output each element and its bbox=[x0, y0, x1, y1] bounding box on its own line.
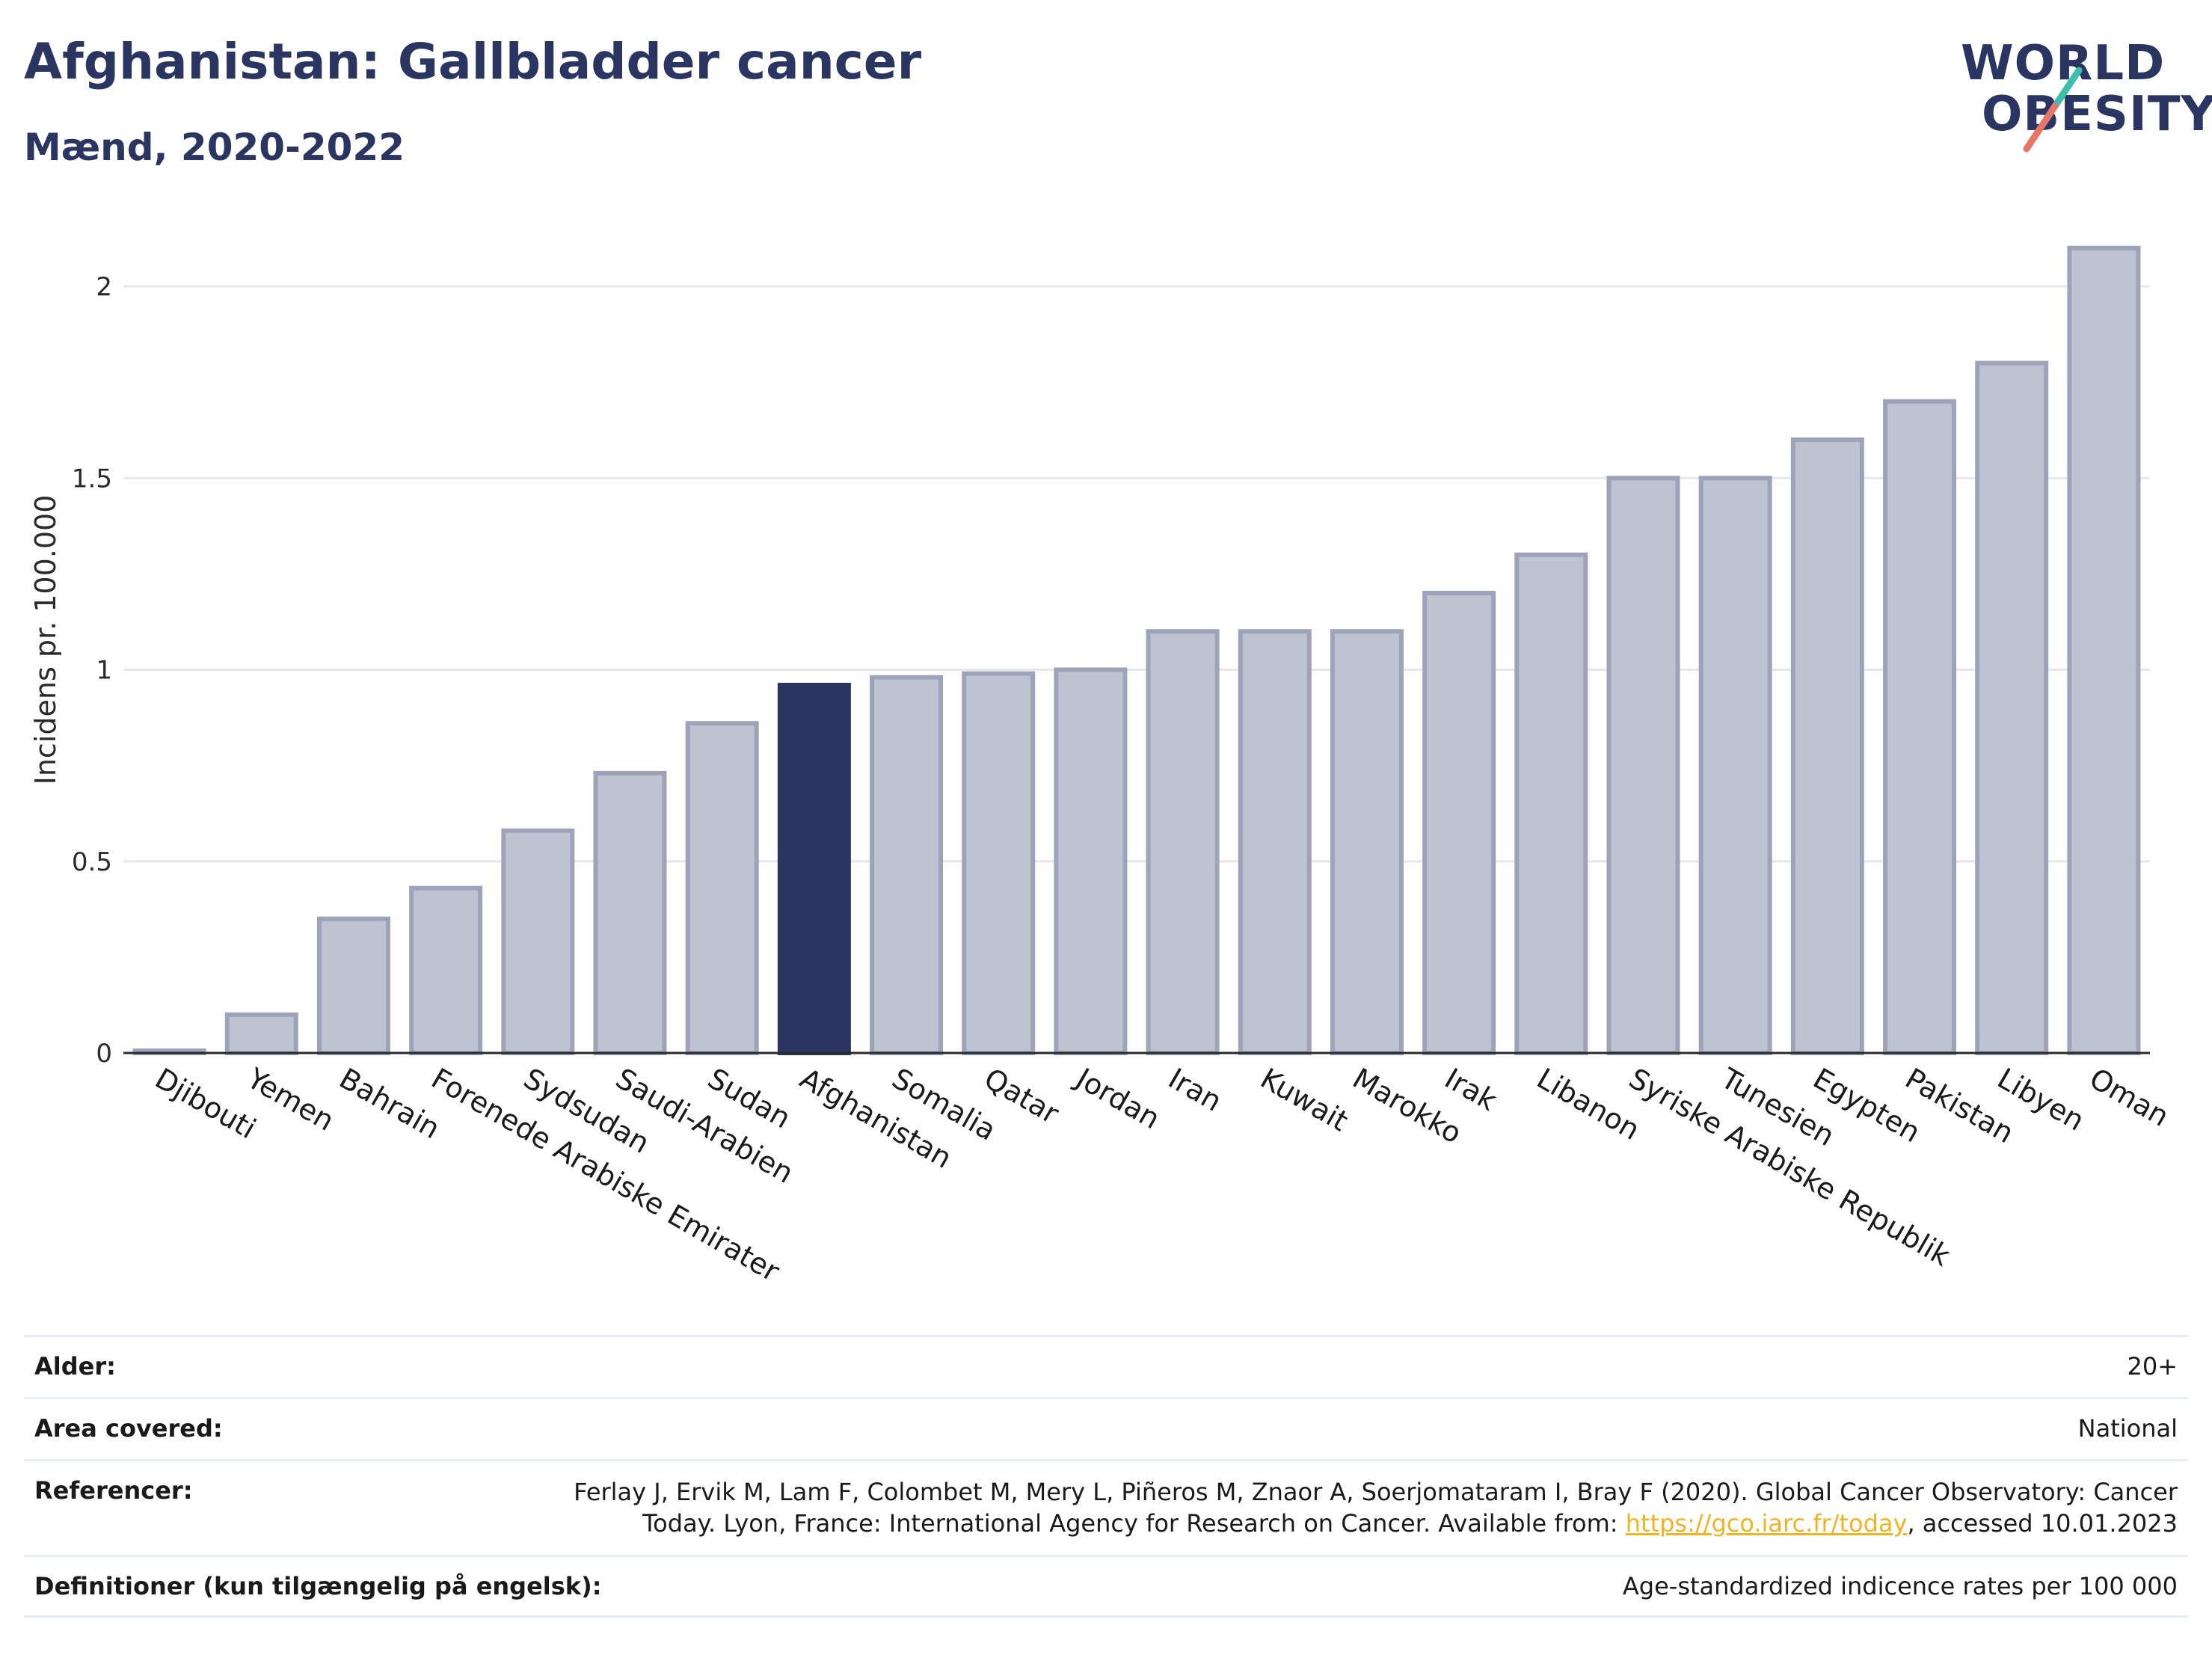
meta-label: Area covered: bbox=[34, 1414, 223, 1443]
bar bbox=[1698, 476, 1772, 1055]
meta-label: Alder: bbox=[34, 1352, 116, 1381]
x-tick-label: Kuwait bbox=[1255, 1062, 1354, 1138]
bar bbox=[2067, 245, 2141, 1055]
bar bbox=[501, 828, 575, 1055]
bar bbox=[1146, 629, 1220, 1055]
metadata-table: Alder: 20+ Area covered: National Refere… bbox=[24, 1335, 2188, 1618]
reference-line-2: Today. Lyon, France: International Agenc… bbox=[574, 1508, 2178, 1539]
logo-line-1: WORLD bbox=[1961, 36, 2166, 91]
bar bbox=[224, 1012, 298, 1055]
bar bbox=[593, 770, 667, 1055]
meta-row-references: Referencer: Ferlay J, Ervik M, Lam F, Co… bbox=[24, 1459, 2188, 1555]
meta-row-age: Alder: 20+ bbox=[24, 1335, 2188, 1397]
bar bbox=[962, 671, 1036, 1055]
bar bbox=[1975, 360, 2049, 1055]
bar bbox=[1330, 629, 1404, 1055]
page-title: Afghanistan: Gallbladder cancer bbox=[24, 33, 922, 90]
bar bbox=[409, 885, 483, 1055]
world-obesity-logo: WORLD OBESITY bbox=[1952, 33, 2212, 160]
bar bbox=[316, 916, 390, 1055]
bar bbox=[1606, 476, 1680, 1055]
meta-value: 20+ bbox=[2127, 1352, 2178, 1381]
logo-slash-icon bbox=[2023, 67, 2083, 153]
y-tick-label: 1.5 bbox=[72, 464, 112, 494]
reference-link[interactable]: https://gco.iarc.fr/today bbox=[1625, 1509, 1908, 1538]
x-tick-label: Irak bbox=[1440, 1062, 1502, 1117]
bar bbox=[1514, 552, 1588, 1055]
page-subtitle: Mænd, 2020-2022 bbox=[24, 126, 405, 169]
y-tick-label: 1 bbox=[96, 656, 112, 686]
x-tick-label: Jordan bbox=[1069, 1061, 1165, 1136]
meta-row-definitions: Definitioner (kun tilgængelig på engelsk… bbox=[24, 1555, 2188, 1618]
bar bbox=[1054, 667, 1128, 1055]
x-tick-label: Oman bbox=[2084, 1062, 2175, 1133]
bar bbox=[1422, 591, 1496, 1055]
x-tick-label: Iran bbox=[1163, 1062, 1227, 1118]
bar bbox=[870, 675, 944, 1055]
meta-label: Referencer: bbox=[34, 1476, 193, 1505]
meta-row-area: Area covered: National bbox=[24, 1397, 2188, 1459]
meta-value: Ferlay J, Ervik M, Lam F, Colombet M, Me… bbox=[574, 1476, 2178, 1539]
x-tick-label: Bahrain bbox=[334, 1062, 445, 1146]
meta-value: National bbox=[2077, 1414, 2178, 1443]
bar bbox=[777, 683, 851, 1055]
bar bbox=[1238, 629, 1312, 1055]
reference-line-1: Ferlay J, Ervik M, Lam F, Colombet M, Me… bbox=[574, 1478, 2178, 1506]
bar bbox=[1790, 437, 1864, 1055]
bar bbox=[1883, 399, 1957, 1055]
y-tick-label: 0 bbox=[96, 1039, 112, 1069]
y-axis-label: Incidens pr. 100.000 bbox=[29, 495, 62, 785]
x-tick-label: Djibouti bbox=[150, 1062, 262, 1146]
reference-text: Today. Lyon, France: International Agenc… bbox=[642, 1509, 1626, 1538]
bar bbox=[685, 721, 759, 1055]
x-tick-label: Libanon bbox=[1531, 1062, 1645, 1146]
meta-label: Definitioner (kun tilgængelig på engelsk… bbox=[34, 1572, 602, 1600]
y-tick-label: 0.5 bbox=[72, 847, 112, 877]
meta-value: Age-standardized indicence rates per 100… bbox=[1622, 1572, 2178, 1600]
logo-line-2: OBESITY bbox=[1982, 87, 2212, 142]
y-tick-label: 2 bbox=[96, 272, 112, 302]
reference-accessed: , accessed 10.01.2023 bbox=[1907, 1509, 2178, 1538]
